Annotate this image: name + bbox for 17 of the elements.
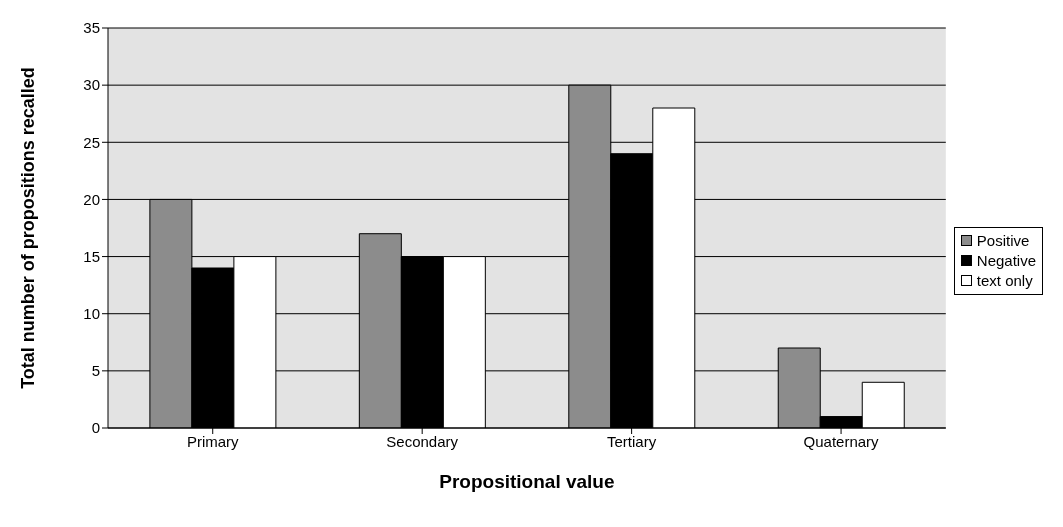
legend-label: Positive bbox=[976, 230, 1030, 251]
y-tick-label: 5 bbox=[91, 362, 100, 380]
legend-label: text only bbox=[976, 270, 1033, 291]
y-tick-label: 25 bbox=[83, 133, 100, 151]
y-tick-label: 30 bbox=[83, 76, 100, 94]
y-tick-label: 35 bbox=[83, 19, 100, 37]
legend-label: Negative bbox=[976, 250, 1036, 271]
x-tick-label: Primary bbox=[186, 432, 240, 450]
x-tick-label: Secondary bbox=[386, 432, 459, 450]
x-axis-title: Propositional value bbox=[439, 471, 615, 492]
y-tick-label: 0 bbox=[91, 419, 100, 437]
y-tick-label: 10 bbox=[83, 305, 100, 323]
y-axis-title: Total number of propositions recalled bbox=[18, 67, 39, 389]
y-tick-label: 20 bbox=[83, 190, 100, 208]
y-tick-label: 15 bbox=[83, 247, 100, 265]
x-tick-label: Tertiary bbox=[607, 432, 657, 450]
x-tick-label: Quaternary bbox=[803, 432, 880, 450]
